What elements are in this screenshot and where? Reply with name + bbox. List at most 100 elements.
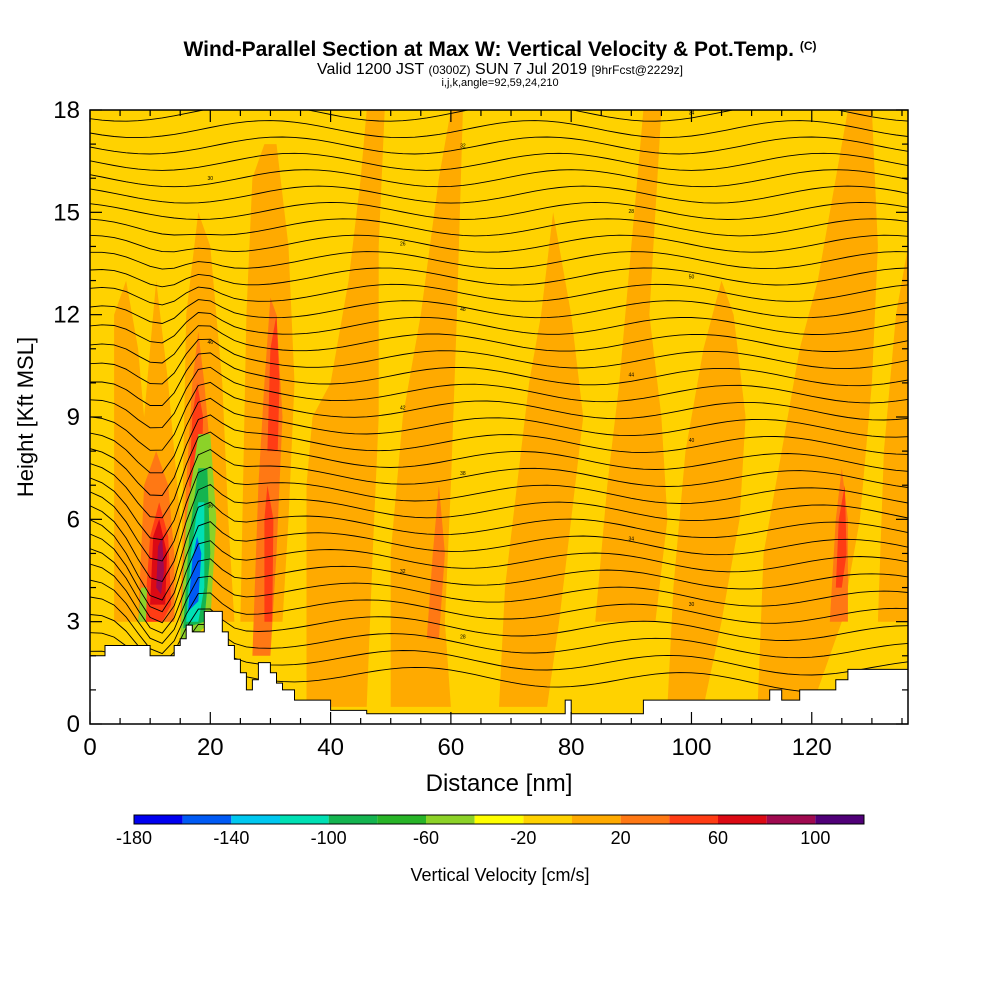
x-axis-label: Distance [nm]: [426, 770, 573, 797]
isentrope-line: [90, 501, 908, 601]
weak-updraft-band: [667, 280, 746, 707]
weak-updraft-band: [499, 212, 584, 707]
isentrope-line: [90, 267, 908, 288]
colorbar-swatch: [280, 815, 329, 824]
colorbar-swatch: [377, 815, 426, 824]
plot-field: 262830323436384042444648502628303234: [90, 88, 908, 724]
chart-title-text: Wind-Parallel Section at Max W: Vertical…: [183, 38, 794, 61]
isentrope-line: [90, 185, 908, 204]
colorbar-swatch: [426, 815, 475, 824]
isentrope-label: 32: [460, 143, 466, 149]
colorbar-label: Vertical Velocity [cm/s]: [410, 865, 589, 885]
subtitle-forecast: [9hrFcst@2229z]: [591, 63, 684, 77]
isentrope-line: [90, 283, 908, 306]
isentrope-label: 36: [208, 504, 214, 510]
chart-subtitle: Valid 1200 JST (0300Z) SUN 7 Jul 2019 [9…: [0, 61, 1000, 79]
isentrope-line: [90, 325, 908, 364]
isentrope-line: [90, 234, 908, 253]
isentrope-line: [90, 120, 908, 139]
subtitle-date: SUN 7 Jul 2019: [474, 61, 587, 78]
chart-indices: i,j,k,angle=92,59,24,210: [0, 77, 1000, 89]
x-tick-label: 80: [558, 734, 585, 761]
isentrope-label: 50: [689, 274, 695, 280]
y-tick-label: 6: [67, 506, 80, 533]
colorbar-tick-label: 20: [611, 828, 631, 848]
isentrope-line: [90, 312, 908, 344]
isentrope-line: [90, 448, 908, 541]
isentrope-labels: 262830323436384042444648502628303234: [208, 111, 695, 674]
colorbar-tick-label: 60: [708, 828, 728, 848]
isentrope-label: 44: [629, 373, 635, 379]
isentrope-line: [90, 251, 908, 270]
colorbar-tick-label: -140: [213, 828, 249, 848]
isentrope-line: [90, 201, 908, 220]
isentrope-label: 26: [400, 242, 406, 248]
chart-title: Wind-Parallel Section at Max W: Vertical…: [0, 38, 1000, 62]
colorbar-swatch: [523, 815, 572, 824]
isentrope-line: [90, 136, 908, 155]
colorbar-swatch: [134, 815, 183, 824]
isentrope-line: [90, 218, 908, 237]
isentrope-label: 28: [460, 635, 466, 641]
colorbar-tick-label: -20: [510, 828, 536, 848]
weak-updraft-band: [595, 110, 668, 622]
weak-downdraft: [835, 621, 848, 673]
moderate-updraft: [426, 485, 445, 639]
y-tick-label: 9: [67, 404, 80, 431]
x-tick-label: 100: [671, 734, 711, 761]
y-tick-label: 3: [67, 609, 80, 636]
isentrope-label: 48: [460, 307, 466, 313]
y-tick-label: 15: [53, 199, 80, 226]
isentrope-line: [90, 169, 908, 188]
isentrope-label: 34: [629, 536, 635, 542]
x-tick-label: 120: [792, 734, 832, 761]
strong-updraft: [835, 485, 847, 588]
isentrope-line: [90, 483, 908, 583]
subtitle-zulu-time: (0300Z): [428, 63, 471, 77]
x-tick-label: 20: [197, 734, 224, 761]
isentrope-line: [90, 575, 908, 644]
isentrope-line: [90, 381, 908, 451]
isentrope-line: [90, 414, 908, 496]
colorbar-tick-label: -180: [116, 828, 152, 848]
isentrope-line: [90, 299, 908, 324]
y-axis-label: Height [Kft MSL]: [13, 337, 38, 497]
y-tick-label: 12: [53, 302, 80, 329]
copyright-mark: (C): [799, 39, 817, 53]
isentrope-line: [90, 540, 908, 624]
colorbar-swatch: [572, 815, 621, 824]
isentrope-lines: [90, 88, 908, 699]
isentrope-line: [90, 338, 908, 385]
x-tick-label: 0: [83, 734, 96, 761]
subtitle-valid-time: Valid 1200 JST: [316, 61, 424, 78]
isentrope-line: [90, 431, 908, 519]
colorbar-frame: [133, 814, 865, 825]
isentrope-line: [90, 397, 908, 474]
isentrope-label: 38: [460, 471, 466, 477]
x-tick-label: 40: [317, 734, 344, 761]
velocity-cells: [114, 110, 908, 714]
colorbar-swatch: [328, 815, 378, 824]
isentrope-line: [90, 466, 908, 562]
colorbar-swatch: [766, 815, 816, 824]
isentrope-line: [90, 152, 908, 171]
isentrope-label: 42: [400, 405, 406, 411]
colorbar-swatch: [474, 815, 524, 824]
colorbar-swatch: [815, 815, 864, 824]
isentrope-label: 30: [208, 176, 214, 182]
colorbar-swatch: [669, 815, 718, 824]
isentrope-label: 32: [400, 569, 406, 575]
isentrope-line: [90, 352, 908, 406]
weak-updraft-band: [390, 110, 463, 707]
isentrope-label: 40: [689, 438, 695, 444]
y-tick-label: 0: [67, 711, 80, 738]
downdraft: [188, 536, 202, 612]
isentrope-line: [90, 521, 908, 613]
isentrope-line: [90, 608, 908, 665]
y-tick-label: 18: [53, 97, 80, 124]
colorbar-swatch: [182, 815, 232, 824]
isentrope-line: [90, 88, 908, 105]
isentrope-label: 30: [689, 602, 695, 608]
